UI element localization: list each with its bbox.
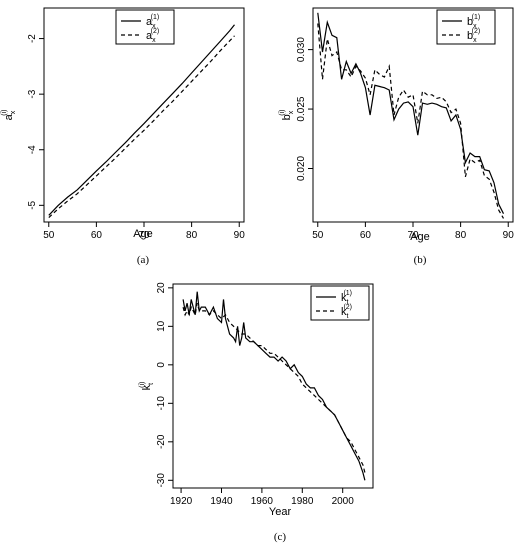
chart-panel-b: 50 60 70 80 90 0.020 0.025 0.030 Age bx(i) bx(1)bx…	[279, 7, 515, 266]
x-tick-label: 1980	[291, 496, 314, 507]
x-tick-label: 1920	[170, 496, 193, 507]
series-line-1	[48, 24, 235, 216]
x-tick-label: 90	[503, 230, 515, 241]
plot-frame	[172, 283, 374, 489]
y-tick-label: 0.020	[296, 156, 307, 181]
legend: ax(1)ax(2)	[115, 9, 175, 45]
x-tick-label: 1940	[210, 496, 233, 507]
legend-entry: bx(2)	[467, 28, 480, 44]
legend-entry: bx(1)	[467, 14, 480, 30]
series-line-2	[317, 23, 505, 219]
y-tick-label: 0	[156, 362, 167, 368]
series-line-2	[48, 35, 235, 219]
y-tick-label: -3	[27, 89, 38, 98]
series-line-2	[182, 303, 366, 473]
y-tick-label: -2	[27, 34, 38, 43]
x-tick-label: 1960	[251, 496, 274, 507]
y-tick-label: 10	[156, 320, 167, 332]
y-tick-label: 0.030	[296, 37, 307, 62]
x-tick-label: 50	[312, 230, 324, 241]
y-tick-label: 0.025	[296, 96, 307, 121]
legend-entry: kt(1)	[341, 290, 352, 306]
x-tick-label: 70	[138, 230, 150, 241]
x-axis-label: Age	[410, 231, 430, 243]
y-tick-label: 20	[156, 282, 167, 294]
legend-box	[310, 285, 370, 321]
panel-caption: (a)	[137, 254, 150, 266]
legend: kt(1)kt(2)	[310, 285, 370, 321]
y-axis-label: kt(i)	[139, 382, 155, 391]
x-tick-label: 60	[91, 230, 103, 241]
y-tick-label: -4	[27, 145, 38, 154]
x-tick-label: 80	[186, 230, 198, 241]
panel-caption: (c)	[274, 531, 287, 543]
panel-caption: (b)	[414, 254, 427, 266]
legend-box	[115, 9, 175, 45]
x-tick-label: 90	[234, 230, 246, 241]
x-tick-label: 70	[407, 230, 419, 241]
x-tick-label: 60	[360, 230, 372, 241]
legend: bx(1)bx(2)	[436, 9, 496, 45]
x-tick-label: 2000	[332, 496, 355, 507]
y-tick-label: -10	[156, 396, 167, 411]
y-tick-label: -30	[156, 473, 167, 488]
x-tick-label: 50	[43, 230, 55, 241]
x-axis-label: Age	[133, 228, 153, 240]
legend-entry: ax(2)	[146, 28, 159, 44]
legend-entry: kt(2)	[341, 304, 352, 320]
y-tick-label: -20	[156, 434, 167, 449]
legend-box	[436, 9, 496, 45]
y-axis-label: bx(i)	[279, 110, 295, 121]
x-tick-label: 80	[455, 230, 467, 241]
legend-entry: ax(1)	[146, 14, 159, 30]
chart-panel-a: 50 60 70 80 90 -5 -4 -3 -2 Age ax(i) ax(1)ax(2) (a)	[1, 7, 246, 266]
y-axis-label: ax(i)	[1, 110, 17, 121]
x-axis-label: Year	[269, 506, 292, 518]
series-line-1	[317, 12, 505, 214]
chart-panel-c: 1920 1940 1960 1980 2000 -30 -20 -10 0 10 20 Year kt…	[139, 282, 374, 543]
y-tick-label: -5	[27, 200, 38, 209]
